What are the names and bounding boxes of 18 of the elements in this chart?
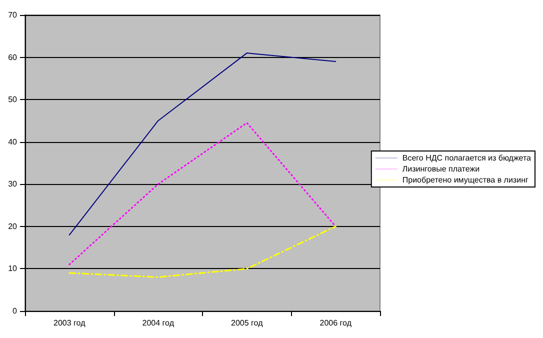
y-tick-label: 10 [8, 264, 18, 274]
x-tick-label: 2004 год [142, 318, 174, 328]
y-tick-label: 50 [8, 95, 18, 104]
y-tick-label: 0 [12, 306, 18, 316]
x-tick-label: 2005 год [231, 318, 264, 328]
line-series [68, 52, 336, 236]
x-tick-label: 2006 год [320, 318, 352, 328]
line-series [68, 226, 336, 278]
y-tick-label: 40 [8, 137, 18, 146]
legend-label: Лизинговые платежи [402, 164, 480, 174]
y-tick-label: 60 [8, 52, 18, 62]
y-tick-label: 20 [8, 222, 18, 231]
x-tick-label: 2003 год [54, 318, 86, 328]
legend-label: Приобретено имущества в лизинг [402, 176, 528, 184]
y-tick-label: 30 [8, 180, 18, 189]
line-series [68, 122, 336, 266]
y-tick-label: 70 [8, 10, 18, 20]
legend-label: Всего НДС полагается из бюджета [402, 154, 532, 162]
